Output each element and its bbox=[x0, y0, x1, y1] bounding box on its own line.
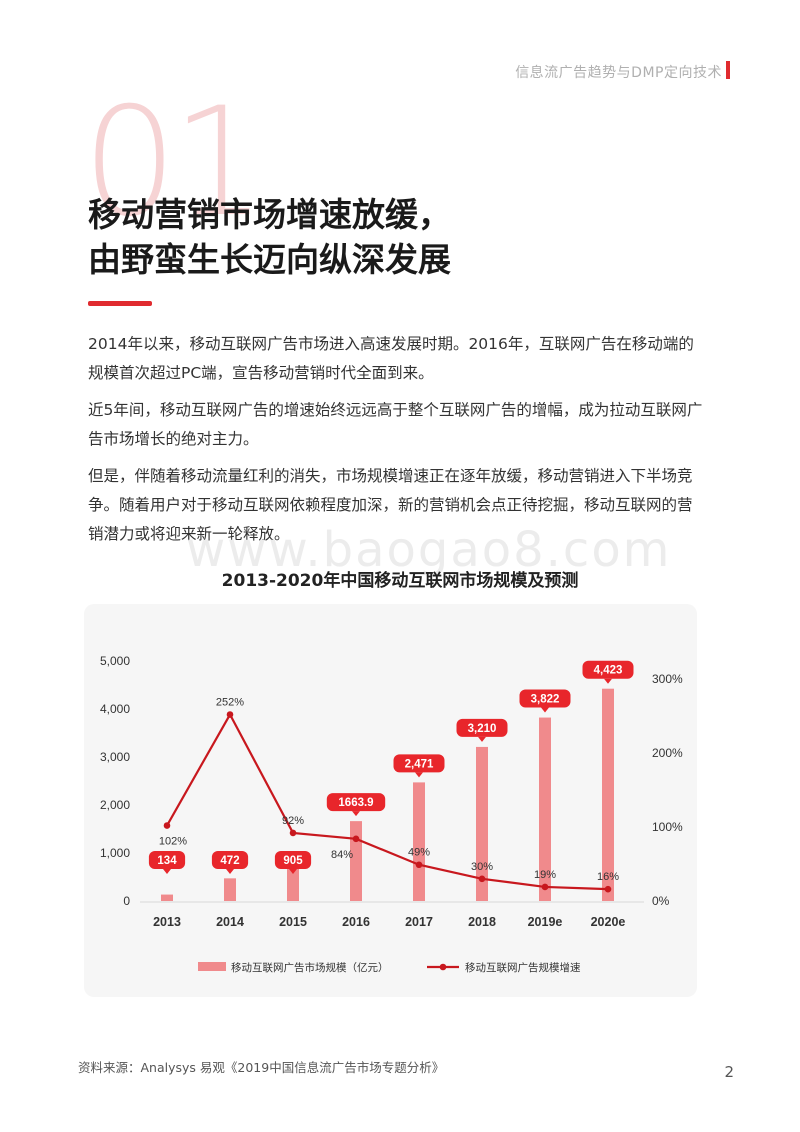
section-title-line1: 移动营销市场增速放缓， bbox=[88, 195, 451, 234]
bar-value-label: 2,471 bbox=[405, 758, 434, 770]
growth-label: 92% bbox=[282, 815, 304, 827]
bar-value-badge bbox=[393, 754, 445, 773]
growth-point bbox=[415, 861, 423, 869]
left-axis-tick: 0 bbox=[123, 894, 130, 908]
growth-line bbox=[166, 712, 609, 891]
title-underline bbox=[88, 301, 152, 306]
legend-line-label: 移动互联网广告规模增速 bbox=[465, 961, 581, 974]
bar-value-pointer bbox=[478, 736, 486, 742]
x-axis-tick: 2020e bbox=[591, 915, 626, 929]
bar bbox=[161, 894, 173, 901]
bar-value-badge bbox=[456, 718, 508, 737]
bar bbox=[413, 782, 425, 901]
x-axis-tick: 2017 bbox=[405, 915, 433, 929]
bar-value-label: 3,210 bbox=[468, 723, 497, 735]
left-axis-tick: 5,000 bbox=[100, 654, 130, 668]
x-axis-tick: 2019e bbox=[528, 915, 563, 929]
legend-bar-label: 移动互联网广告市场规模（亿元） bbox=[231, 961, 389, 974]
right-axis-tick: 300% bbox=[652, 672, 683, 686]
header-accent-bar bbox=[726, 61, 730, 79]
growth-label: 252% bbox=[216, 697, 244, 709]
growth-point bbox=[352, 835, 360, 843]
x-axis-tick: 2016 bbox=[342, 915, 370, 929]
bar bbox=[539, 717, 551, 901]
source-note: 资料来源：Analysys 易观《2019中国信息流广告市场专题分析》 bbox=[78, 1060, 445, 1075]
bar-value-label: 905 bbox=[283, 855, 303, 867]
paragraph: 近5年间，移动互联网广告的增速始终远远高于整个互联网广告的增幅，成为拉动互联网广… bbox=[88, 401, 703, 448]
growth-point bbox=[541, 883, 549, 891]
bar bbox=[350, 821, 362, 901]
left-axis-tick: 2,000 bbox=[100, 798, 130, 812]
growth-label: 19% bbox=[534, 869, 556, 881]
market-size-chart: 0 1,000 2,000 3,000 4,000 5,000 0% 100% 200% 300%… bbox=[100, 654, 683, 974]
left-axis-tick: 1,000 bbox=[100, 846, 130, 860]
bar bbox=[602, 688, 614, 901]
bar-value-pointer bbox=[226, 869, 234, 874]
bar-value-label: 472 bbox=[220, 855, 239, 867]
growth-point bbox=[163, 822, 171, 829]
x-axis-tick: 2013 bbox=[153, 915, 181, 929]
paragraph: 但是，伴随着移动流量红利的消失，市场规模增速正在逐年放缓，移动营销进入下半场竞争… bbox=[88, 467, 693, 543]
right-axis-tick: 100% bbox=[652, 820, 683, 834]
section-title-line2: 由野蛮生长迈向纵深发展 bbox=[88, 240, 451, 279]
left-axis-tick: 4,000 bbox=[100, 702, 130, 716]
bar-value-badge bbox=[148, 851, 186, 869]
section-title: 移动营销市场增速放缓， 由野蛮生长迈向纵深发展 bbox=[88, 192, 451, 282]
growth-point bbox=[604, 885, 612, 893]
bar-value-pointer bbox=[163, 869, 171, 874]
legend-bar-swatch bbox=[198, 962, 226, 971]
bar-value-pointer bbox=[415, 772, 423, 778]
chart-title: 2013-2020年中国移动互联网市场规模及预测 bbox=[221, 571, 579, 591]
growth-label: 30% bbox=[471, 861, 493, 873]
x-axis-tick: 2015 bbox=[279, 915, 307, 929]
bar-value-pointer bbox=[289, 869, 297, 874]
legend-line-marker bbox=[439, 963, 447, 971]
left-axis-tick: 3,000 bbox=[100, 750, 130, 764]
bar bbox=[224, 878, 236, 901]
growth-label: 16% bbox=[597, 871, 619, 883]
right-axis-tick: 200% bbox=[652, 746, 683, 760]
header-title: 信息流广告趋势与DMP定向技术 bbox=[515, 65, 722, 81]
bar-value-badge bbox=[274, 851, 312, 869]
bar-value-badge bbox=[582, 660, 634, 679]
bar-value-pointer bbox=[352, 811, 360, 817]
x-axis-tick: 2014 bbox=[216, 915, 244, 929]
page-number: 2 bbox=[724, 1063, 734, 1081]
growth-label: 102% bbox=[159, 836, 187, 848]
bar-value-badge bbox=[519, 689, 571, 708]
bar bbox=[476, 746, 488, 901]
right-axis-tick: 0% bbox=[652, 894, 670, 908]
bar-value-label: 4,423 bbox=[594, 665, 623, 677]
bar-value-label: 3,822 bbox=[531, 694, 560, 706]
bar-value-pointer bbox=[604, 678, 612, 684]
body-text: 2014年以来，移动互联网广告市场进入高速发展时期。2016年，互联网广告在移动… bbox=[88, 330, 703, 557]
paragraph: 2014年以来，移动互联网广告市场进入高速发展时期。2016年，互联网广告在移动… bbox=[88, 335, 694, 382]
bar-value-label: 134 bbox=[157, 855, 177, 867]
bar-value-pointer bbox=[541, 707, 549, 713]
growth-point bbox=[226, 711, 234, 718]
growth-label: 84% bbox=[331, 849, 353, 861]
section-number: 01 bbox=[82, 76, 267, 250]
x-axis-tick: 2018 bbox=[468, 915, 496, 929]
chart-panel: 0 1,000 2,000 3,000 4,000 5,000 0% 100% 200% 300%… bbox=[84, 604, 697, 997]
bar-value-badge bbox=[326, 793, 386, 812]
growth-label: 49% bbox=[408, 847, 430, 859]
bar-value-label: 1663.9 bbox=[338, 797, 373, 809]
growth-point bbox=[289, 829, 297, 837]
growth-point bbox=[478, 875, 486, 883]
bar-value-badge bbox=[211, 851, 249, 869]
watermark: www.baogao8.com bbox=[186, 522, 672, 578]
